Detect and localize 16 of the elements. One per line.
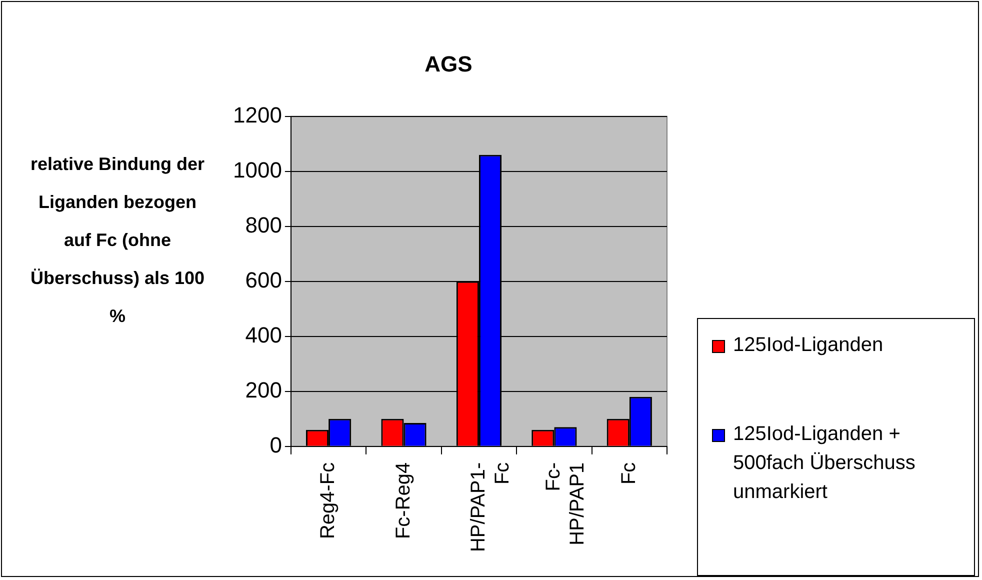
chart-title: AGS	[424, 51, 472, 76]
y-tick-label: 0	[270, 432, 282, 458]
x-tick-label: Fc-HP/PAP1	[542, 462, 589, 546]
legend-label: 125Iod-Liganden	[733, 333, 884, 358]
x-tick-label: HP/PAP1-Fc	[467, 462, 514, 552]
y-tick-label: 800	[245, 212, 282, 238]
x-tick-label: Fc-Reg4	[392, 462, 414, 540]
x-tick-label: Reg4-Fc	[317, 462, 340, 540]
y-axis-title: relative Bindung der Liganden bezogen auf Fc (ohne Überschuss) als 100 %	[30, 153, 205, 328]
y-tick-label: 200	[245, 377, 282, 402]
y-tick-label: 600	[245, 267, 282, 292]
y-tick-label: 1200	[232, 102, 282, 128]
legend-label: 125Iod-Liganden + 500fach Überschuss unmarkiert	[733, 422, 916, 505]
y-tick-label: 400	[245, 322, 282, 348]
x-tick-label: Fc	[618, 462, 640, 485]
y-tick-label: 1000	[232, 157, 282, 182]
